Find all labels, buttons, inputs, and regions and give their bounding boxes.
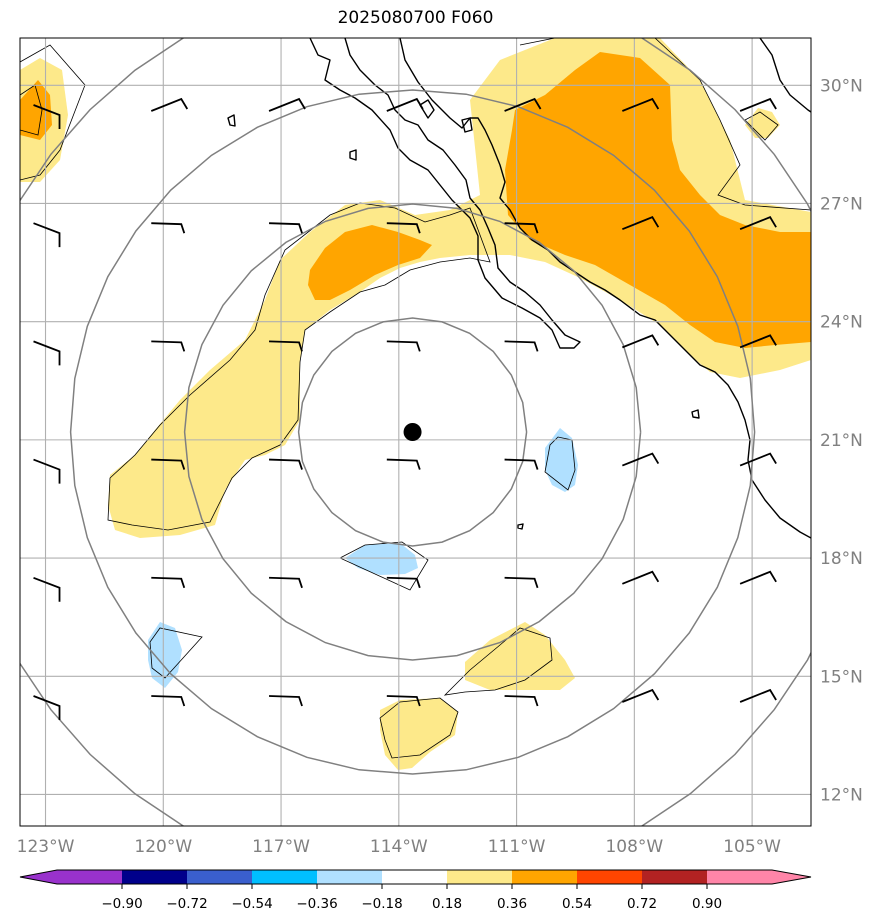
wind-barb [33, 458, 61, 484]
wind-barb [33, 340, 61, 366]
contour-outlines [20, 38, 811, 759]
colorbar-bin [512, 870, 577, 884]
longitude-label: 117°W [252, 837, 310, 857]
wind-barb [622, 334, 660, 349]
wind-barb [386, 340, 421, 352]
wind-barb [151, 695, 186, 707]
colorbar-bin [447, 870, 512, 884]
wind-barb [622, 97, 660, 112]
latitude-label: 12°N [820, 785, 863, 805]
wind-barb [504, 340, 539, 352]
map-frame [19, 37, 812, 827]
colorbar-bin [57, 870, 122, 884]
wind-barb [504, 97, 542, 112]
range-ring [183, 203, 642, 661]
center-marker [403, 423, 422, 441]
wind-barb [386, 222, 421, 234]
wind-barb [151, 222, 186, 234]
longitude-label: 114°W [370, 837, 428, 857]
colorbar-label: −0.90 [101, 896, 142, 912]
colorbar-outline [19, 869, 812, 885]
wind-barb [151, 458, 186, 470]
latitude-label: 21°N [820, 431, 863, 451]
colorbar-bin [252, 870, 317, 884]
colorbar-bin [577, 870, 642, 884]
longitude-label: 105°W [723, 837, 781, 857]
colorbar-bin [642, 870, 707, 884]
map-content [20, 38, 811, 826]
range-ring [297, 317, 528, 547]
colorbar-bin [707, 870, 772, 884]
colorbar-label: −0.36 [296, 896, 337, 912]
range-ring [69, 89, 756, 775]
wind-barb [33, 695, 61, 720]
colorbar-label: 0.54 [562, 896, 592, 912]
wind-barb [739, 216, 777, 231]
latitude-label: 27°N [820, 194, 863, 214]
longitude-label: 111°W [488, 837, 546, 857]
latitude-label: 30°N [820, 76, 863, 96]
wind-barb [739, 570, 777, 585]
wind-barb [33, 222, 61, 248]
colorbar-label: 0.72 [627, 896, 657, 912]
wind-barb [269, 340, 303, 352]
wind-barb [504, 695, 539, 707]
wind-barb [386, 458, 421, 470]
colorbar-ticks [121, 884, 708, 889]
map-title: 2025080700 F060 [337, 8, 494, 28]
wind-barb [622, 570, 660, 585]
latitude-labels: 12°N 15°N 18°N 21°N 24°N 27°N 30°N [820, 76, 863, 805]
wind-barb [386, 576, 421, 589]
colorbar-extend-high [772, 870, 811, 884]
longitude-label: 108°W [605, 837, 663, 857]
wind-barbs [33, 97, 777, 720]
colorbar-bin [187, 870, 252, 884]
wind-barb [739, 452, 777, 467]
latitude-label: 24°N [820, 313, 863, 333]
range-rings [20, 38, 811, 826]
wind-barb [269, 576, 303, 589]
colorbar-bin [317, 870, 382, 884]
wind-barb [150, 97, 189, 112]
wind-barb [504, 576, 539, 589]
positive-anomaly-orange [20, 52, 811, 348]
wind-barb [386, 97, 424, 112]
wind-barb [151, 576, 186, 589]
wind-barb [739, 97, 777, 112]
latitude-label: 15°N [820, 667, 863, 687]
wind-barb [622, 688, 660, 703]
colorbar-label: −0.18 [361, 896, 402, 912]
wind-barb [504, 458, 539, 470]
wind-barb [269, 222, 303, 234]
longitude-labels: 123°W 120°W 117°W 114°W 111°W 108°W 105°W [17, 837, 782, 857]
colorbar-label: 0.18 [432, 896, 462, 912]
wind-barb [739, 334, 777, 349]
wind-barb [504, 222, 539, 234]
colorbar-labels: −0.90 −0.72 −0.54 −0.36 −0.18 0.18 0.36 0.54 0.7… [101, 896, 722, 912]
wind-barb [386, 695, 421, 707]
colorbar-label: −0.72 [166, 896, 207, 912]
colorbar-extend-low [20, 870, 57, 884]
wind-barb [151, 340, 186, 352]
colorbar-label: 0.90 [692, 896, 722, 912]
wind-barb [622, 452, 660, 467]
longitude-label: 120°W [134, 837, 192, 857]
wind-barb [33, 104, 61, 129]
gridlines [20, 38, 811, 826]
latitude-label: 18°N [820, 549, 863, 569]
colorbar-bin [382, 870, 447, 884]
wind-barb [269, 695, 303, 707]
wind-barb [268, 97, 306, 112]
colorbar-label: 0.36 [497, 896, 527, 912]
wind-barb [269, 458, 303, 470]
colorbar-bin [122, 870, 187, 884]
colorbar: −0.90 −0.72 −0.54 −0.36 −0.18 0.18 0.36 0.54 0.7… [19, 869, 812, 912]
wind-barb [33, 576, 61, 602]
wind-barb [622, 216, 660, 231]
wind-barb [739, 688, 777, 703]
colorbar-label: −0.54 [231, 896, 272, 912]
longitude-label: 123°W [17, 837, 75, 857]
coastlines [227, 38, 811, 539]
